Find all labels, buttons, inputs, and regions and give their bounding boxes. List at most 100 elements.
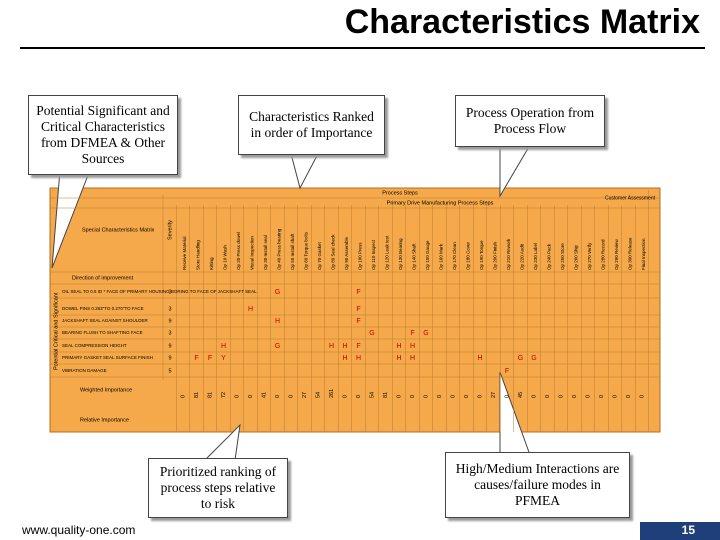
row-label: VIBRATION DAMAGE	[62, 368, 107, 373]
row-label: DOWEL PINS 0.283"TO 0.270"TO FACE	[62, 306, 144, 311]
weighted-value: 0	[639, 395, 645, 398]
interaction-cell: H	[342, 355, 347, 362]
interaction-cell: H	[410, 355, 415, 362]
column-header: Op 10 Wash	[223, 245, 228, 270]
column-header: Op 130 Bearing	[398, 238, 403, 270]
matrix-title: Special Characteristics Matrix	[82, 227, 155, 233]
side-label: Potential Critical and Significant	[53, 292, 59, 370]
row-label: BEARING FLUSH TO SHAFTING FACE	[62, 330, 143, 335]
callout-interactions: High/Medium Interactions are causes/fail…	[445, 452, 630, 518]
footer-band	[0, 522, 720, 540]
column-header: Op 230 Label	[533, 243, 538, 270]
severity-label: Severity	[167, 220, 173, 240]
column-header: Op 240 Pack	[547, 243, 552, 270]
interaction-cell: H	[329, 343, 334, 350]
weighted-value: 0	[248, 395, 254, 398]
weighted-value: 0	[410, 395, 416, 398]
weighted-value: 0	[234, 395, 240, 398]
weighted-value: 0	[531, 395, 537, 398]
callout-process: Process Operation from Process Flow	[455, 95, 605, 147]
weighted-value: 261	[329, 389, 335, 398]
weighted-value: 0	[450, 395, 456, 398]
interaction-cell: H	[221, 343, 226, 350]
severity-value: 9	[168, 318, 171, 324]
column-header: Op 20 Press dowel	[236, 232, 241, 270]
column-header: Op 120 Leak test	[385, 235, 390, 270]
weighted-value: 0	[180, 395, 186, 398]
interaction-cell: G	[531, 355, 536, 362]
interaction-cell: F	[356, 306, 360, 313]
column-header: Op 270 Verify	[587, 242, 592, 270]
process-steps-label: Process Steps	[382, 190, 418, 196]
weighted-value: 0	[423, 395, 429, 398]
interaction-cell: H	[248, 306, 253, 313]
column-header: Op 290 Review	[614, 238, 619, 270]
column-header: Op 70 Gasket	[317, 241, 322, 270]
interaction-cell: F	[505, 368, 509, 375]
row-label: PRIMARY GASKET SEAL SURFACE FINISH	[62, 355, 153, 360]
pointer	[289, 149, 321, 190]
weighted-value: 54	[369, 392, 375, 398]
interaction-cell: H	[356, 355, 361, 362]
weighted-value: 27	[302, 392, 308, 398]
column-header: Op 150 Gauge	[425, 240, 430, 270]
interaction-cell: Y	[221, 355, 226, 362]
column-header: Op 190 Torque	[479, 240, 484, 270]
column-header: Op 50 Install shaft	[290, 233, 295, 270]
weighted-value: 0	[275, 395, 281, 398]
weighted-value: 27	[491, 392, 497, 398]
interaction-cell: F	[194, 355, 198, 362]
weighted-value: 54	[315, 392, 321, 398]
weighted-value: 0	[396, 395, 402, 398]
column-header: Op 200 Finish	[493, 241, 498, 270]
weighted-value: 0	[599, 395, 605, 398]
column-header: Kitting	[209, 257, 214, 270]
weighted-label: Weighted Importance	[80, 387, 132, 393]
column-header: Op 180 Cover	[466, 241, 471, 270]
weighted-value: 0	[477, 395, 483, 398]
matrix-background	[49, 187, 661, 433]
column-header: Op 300 Release	[628, 237, 633, 270]
interaction-cell: F	[208, 355, 212, 362]
weighted-value: 0	[288, 395, 294, 398]
column-header: Op 110 Inspect	[371, 239, 376, 270]
weighted-value: 0	[572, 395, 578, 398]
row-label: OIL SEAL TO 0.5 ID * FACE OF PRIMARY HOU…	[62, 289, 257, 294]
column-header: Final Inspection	[641, 238, 646, 270]
column-header: Op 90 Assemble	[344, 236, 349, 270]
severity-value: 3	[168, 289, 171, 295]
footer-accent	[640, 522, 720, 540]
column-header: Op 140 Shaft	[412, 243, 417, 270]
interaction-cell: G	[518, 355, 523, 362]
weighted-value: 0	[558, 395, 564, 398]
interaction-cell: F	[356, 318, 360, 325]
column-header: Op 170 Clean	[452, 242, 457, 270]
interaction-cell: F	[356, 343, 360, 350]
column-header: Receive Material	[182, 236, 187, 270]
interaction-cell: H	[396, 343, 401, 350]
severity-value: 5	[168, 368, 171, 374]
interaction-cell: G	[275, 289, 280, 296]
interaction-cell: H	[275, 318, 280, 325]
weighted-value: 0	[464, 395, 470, 398]
interaction-cell: G	[275, 343, 280, 350]
customer-label: Customer Assessment	[605, 195, 656, 201]
severity-value: 3	[168, 306, 171, 312]
row-label: JACKSHAFT SEAL AGAINST SHOULDER	[62, 318, 148, 323]
slide-title: Characteristics Matrix	[345, 3, 700, 41]
severity-value: 9	[168, 355, 171, 361]
column-header: Visual Inspection	[250, 236, 255, 270]
interaction-cell: G	[369, 330, 374, 337]
column-header: Op 250 Store	[560, 243, 565, 270]
weighted-value: 0	[356, 395, 362, 398]
weighted-value: 81	[383, 392, 389, 398]
weighted-value: 0	[626, 395, 632, 398]
weighted-value: 81	[194, 392, 200, 398]
callout-ranked: Characteristics Ranked in order of Impor…	[238, 95, 385, 155]
callout-prioritized: Prioritized ranking of process steps rel…	[148, 458, 288, 518]
column-header: Op 280 Record	[601, 239, 606, 270]
interaction-cell: F	[356, 289, 360, 296]
relative-label: Relative Importance	[80, 417, 129, 423]
weighted-value: 72	[221, 392, 227, 398]
